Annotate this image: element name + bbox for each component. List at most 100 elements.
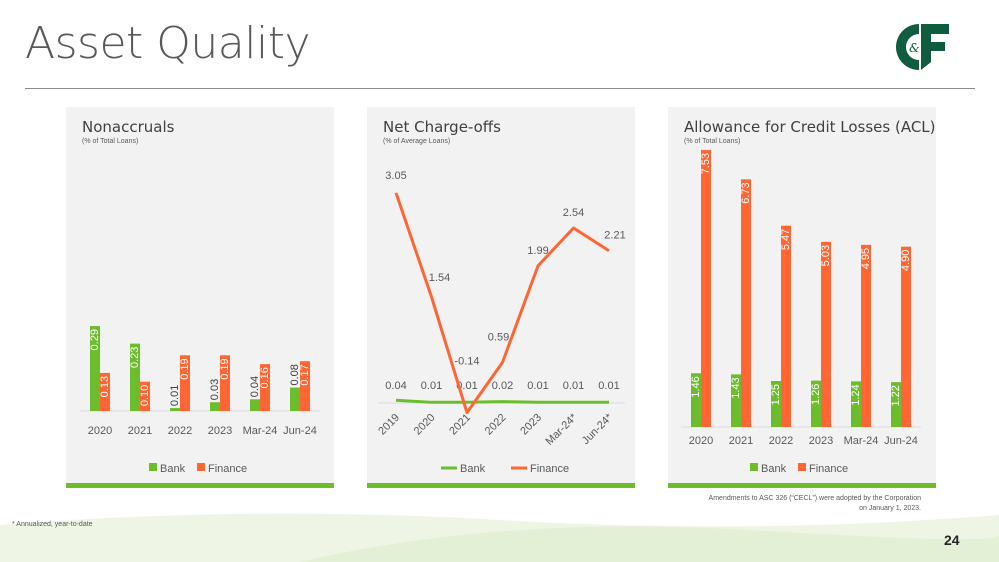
bar-bank — [90, 326, 100, 411]
x-tick-label: 2020 — [88, 425, 112, 437]
data-label: 0.01 — [169, 385, 181, 406]
x-tick-label: 2022 — [769, 435, 793, 447]
data-label: 1.24 — [850, 384, 862, 405]
bar-bank — [170, 408, 180, 411]
x-tick-label: 2022 — [483, 412, 509, 438]
cecl-note: Amendments to ASC 326 (“CECL”) were adop… — [709, 494, 921, 514]
page-title: Asset Quality — [25, 18, 310, 69]
legend-swatch-finance — [197, 463, 205, 471]
footnote: * Annualized, year-to-date — [12, 521, 93, 528]
bar-bank — [691, 373, 701, 427]
legend-label-bank: Bank — [761, 463, 787, 475]
x-tick-label: 2021 — [729, 435, 753, 447]
data-label: 5.03 — [820, 245, 832, 266]
data-label: 0.01 — [527, 380, 548, 392]
data-label: 0.16 — [259, 367, 271, 388]
data-label: 1.25 — [770, 384, 782, 405]
chart-title: Net Charge-offs — [383, 118, 501, 136]
data-label: 1.46 — [690, 376, 702, 397]
bar-finance — [821, 241, 831, 427]
x-tick-label: Jun-24* — [580, 411, 616, 447]
data-label: 5.47 — [780, 229, 792, 250]
x-tick-label: Mar-24* — [543, 411, 580, 448]
data-label: 7.53 — [700, 153, 712, 174]
title-divider — [25, 88, 975, 89]
bar-bank — [290, 387, 300, 411]
data-label: 0.01 — [456, 380, 477, 392]
data-label: 0.29 — [89, 329, 101, 350]
chart-subtitle: (% of Total Loans) — [684, 138, 741, 145]
chart-title: Nonaccruals — [82, 118, 175, 136]
panel-accent-bar — [668, 483, 936, 488]
data-label: 1.22 — [890, 385, 902, 406]
chart-subtitle: (% of Total Loans) — [82, 138, 139, 145]
bar-bank — [891, 382, 901, 427]
bar-bank — [250, 399, 260, 411]
data-label: 2.54 — [563, 207, 584, 219]
data-label: 0.19 — [219, 358, 231, 379]
x-tick-label: 2019 — [376, 412, 402, 438]
data-label: 1.99 — [527, 245, 548, 257]
bar-bank — [130, 343, 140, 411]
legend-swatch-bank — [149, 463, 157, 471]
bar-finance — [861, 244, 871, 427]
bar-finance — [901, 246, 911, 427]
net-charge-offs-panel: Net Charge-offs (% of Average Loans) — [367, 107, 635, 488]
x-tick-label: 2022 — [168, 425, 192, 437]
bar-finance — [100, 372, 110, 411]
bar-bank — [811, 380, 821, 427]
x-tick-label: 2023 — [208, 425, 232, 437]
data-label: 6.73 — [740, 182, 752, 203]
bar-finance — [140, 381, 150, 411]
legend-label-finance: Finance — [530, 463, 569, 475]
legend-label-bank: Bank — [160, 463, 186, 475]
data-label: 4.95 — [860, 248, 872, 269]
bar-finance — [701, 149, 711, 427]
chart-subtitle: (% of Average Loans) — [383, 138, 451, 145]
data-label: -0.14 — [454, 356, 479, 368]
data-label: 2.21 — [604, 230, 625, 242]
x-tick-label: 2023 — [518, 412, 544, 438]
data-label: 4.90 — [900, 250, 912, 271]
bar-finance — [180, 355, 190, 411]
x-tick-label: 2021 — [447, 412, 473, 438]
data-label: 0.59 — [488, 331, 509, 343]
data-label: 0.19 — [179, 358, 191, 379]
chart-title: Allowance for Credit Losses (ACL) — [684, 118, 936, 136]
panel-accent-bar — [66, 483, 334, 488]
data-label: 0.03 — [209, 379, 221, 400]
bar-bank — [731, 374, 741, 427]
data-label: 0.01 — [563, 380, 584, 392]
footer-wave-decoration — [0, 513, 999, 562]
bar-finance — [260, 364, 270, 411]
bar-finance — [300, 361, 310, 411]
line-series-finance — [394, 192, 610, 415]
x-tick-label: 2021 — [128, 425, 152, 437]
bar-bank — [210, 402, 220, 411]
legend-swatch-finance — [798, 463, 806, 471]
data-label: 0.04 — [249, 376, 261, 397]
company-logo: & — [896, 24, 949, 70]
x-tick-label: Jun-24 — [884, 435, 918, 447]
bar-bank — [851, 381, 861, 427]
page-number: 24 — [944, 532, 960, 548]
x-tick-label: 2020 — [689, 435, 713, 447]
data-label: 1.54 — [429, 272, 450, 284]
x-tick-label: Jun-24 — [283, 425, 317, 437]
nonaccruals-panel: Nonaccruals (% of Total Loans) — [66, 107, 334, 488]
legend-label-finance: Finance — [809, 463, 848, 475]
bar-bank — [771, 381, 781, 427]
data-label: 0.02 — [492, 380, 513, 392]
cecl-note-line: on January 1, 2023. — [859, 505, 921, 512]
x-tick-label: Mar-24 — [243, 425, 278, 437]
data-label: 1.26 — [810, 384, 822, 405]
legend-label-finance: Finance — [208, 463, 247, 475]
bar-finance — [781, 225, 791, 427]
cecl-note-line: Amendments to ASC 326 (“CECL”) were adop… — [708, 495, 921, 502]
data-label: 0.13 — [99, 376, 111, 397]
data-label: 3.05 — [385, 170, 406, 182]
data-label: 0.10 — [139, 385, 151, 406]
legend-swatch-bank — [750, 463, 758, 471]
line-series-bank — [395, 398, 609, 404]
data-label: 0.17 — [299, 364, 311, 385]
